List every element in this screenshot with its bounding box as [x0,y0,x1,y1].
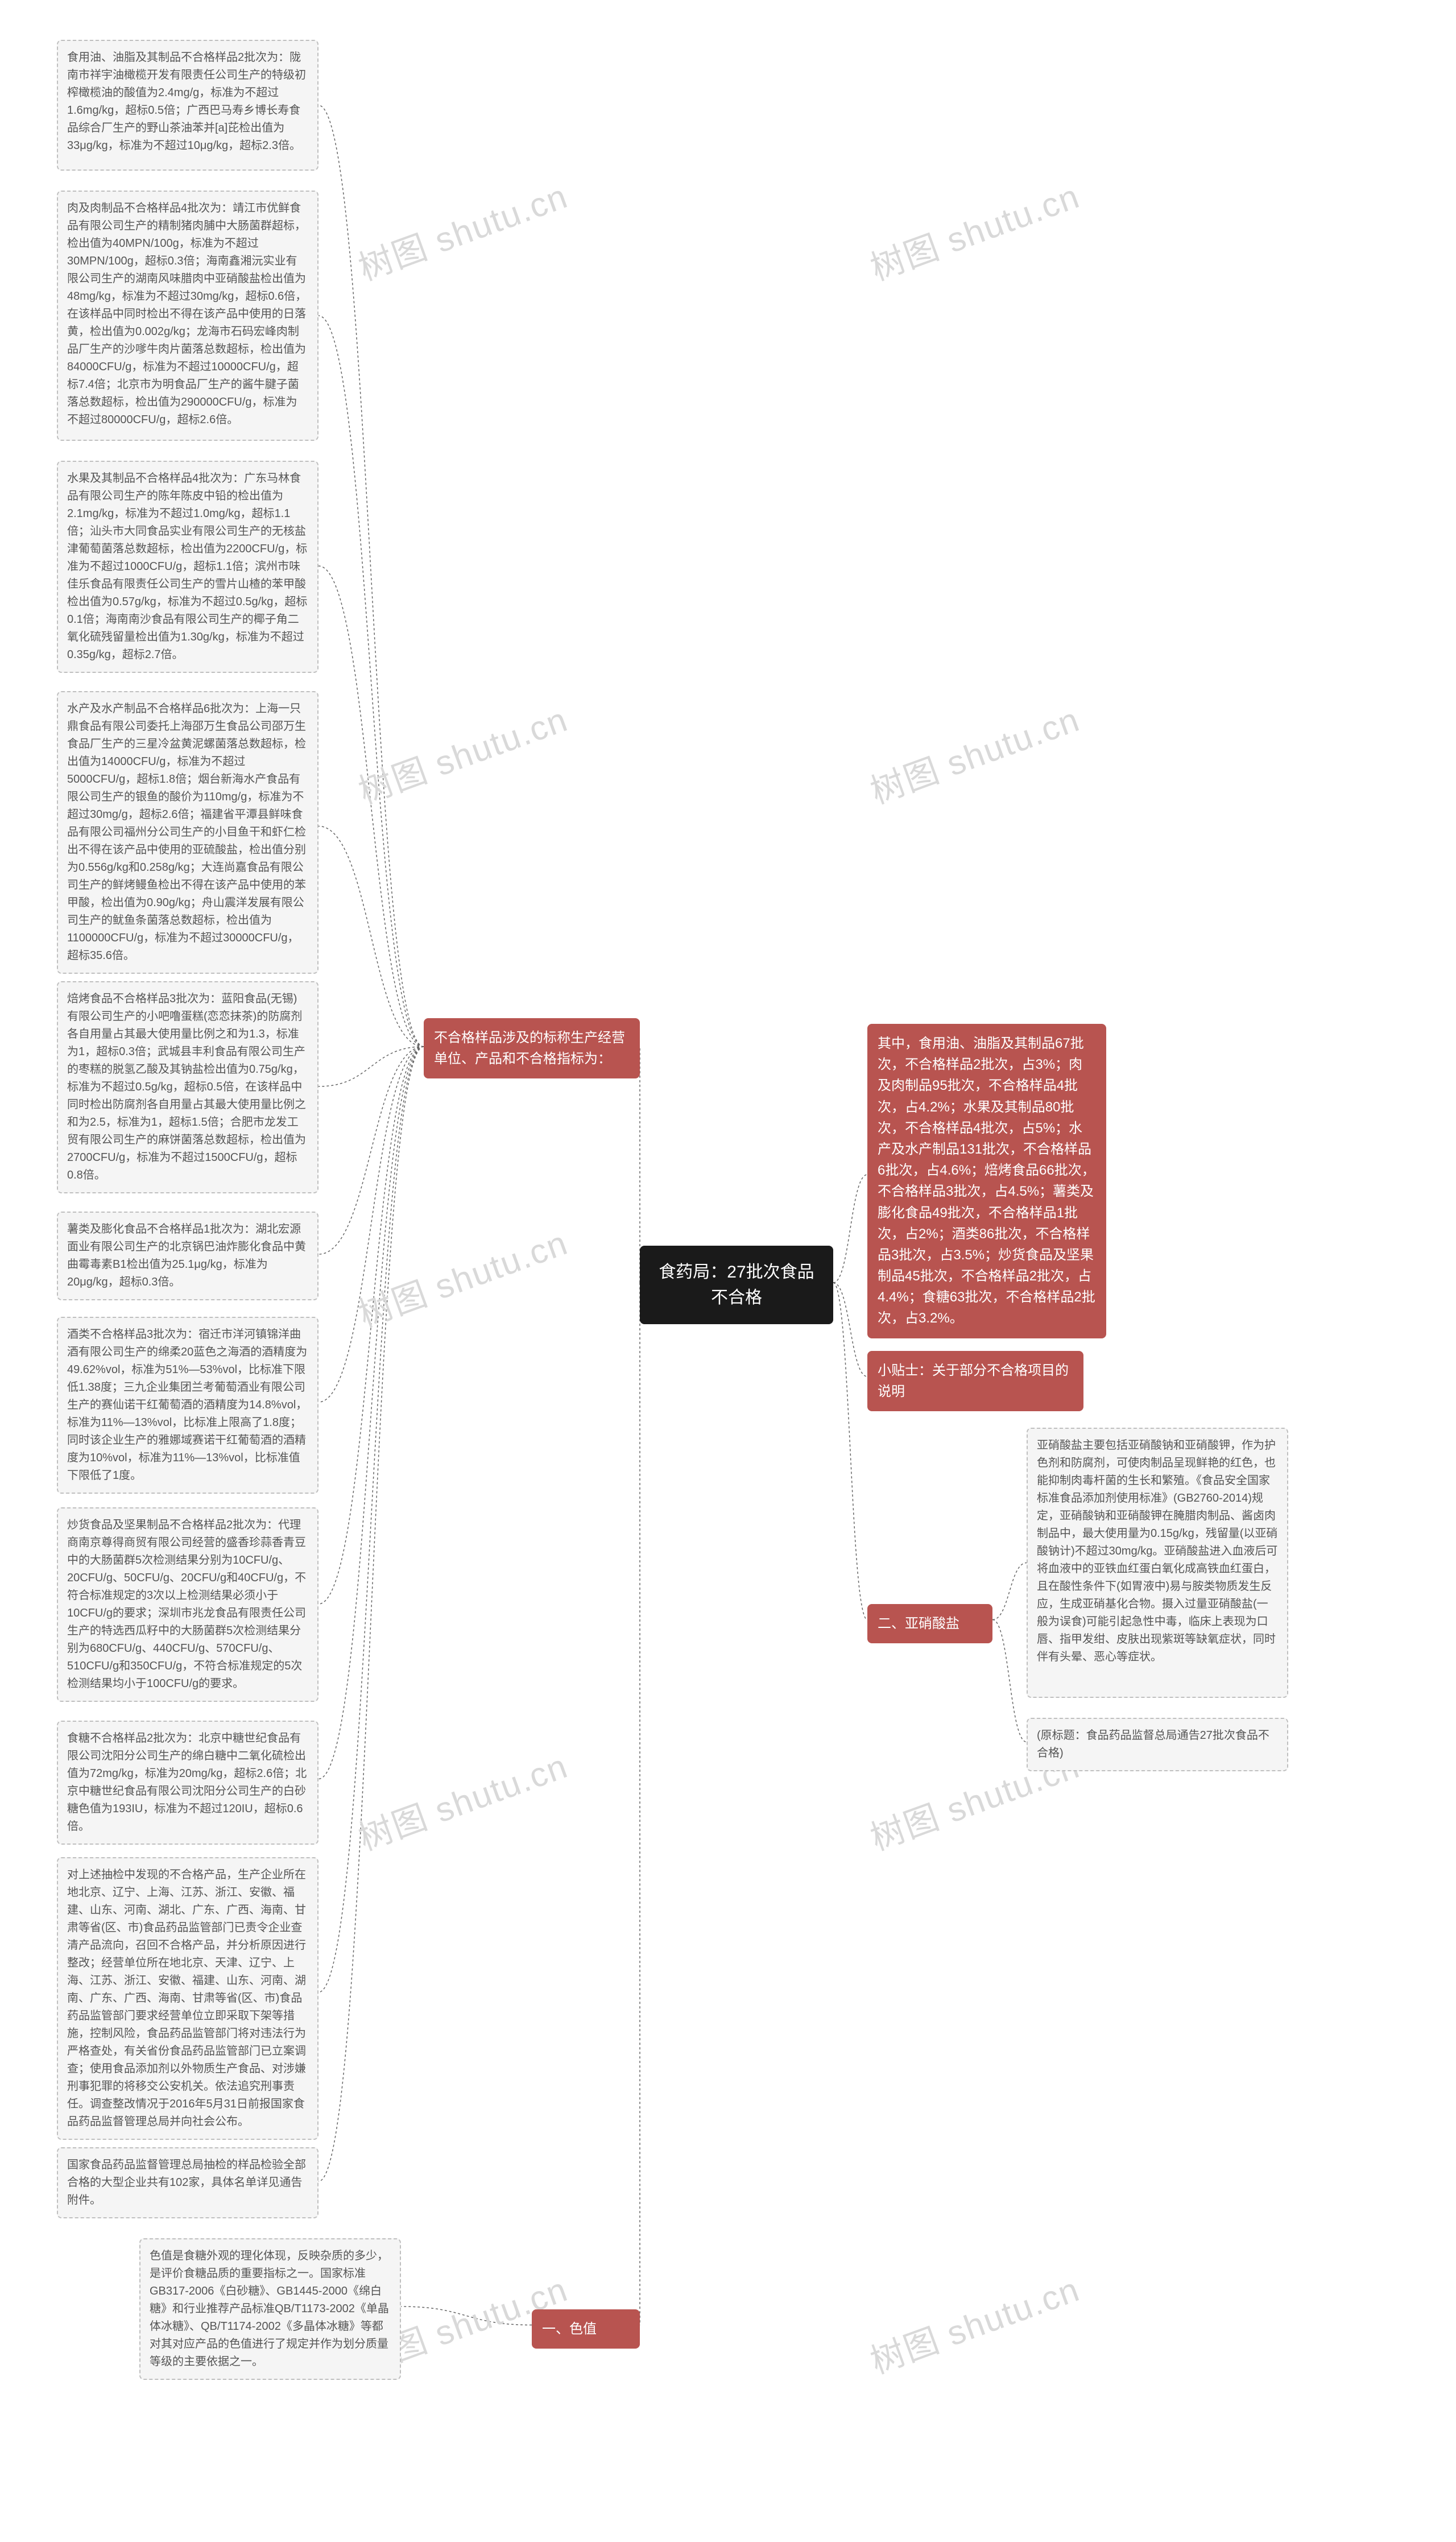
watermark: 树图 shutu.cn [351,1216,574,1337]
watermark: 树图 shutu.cn [351,692,574,814]
watermark: 树图 shutu.cn [351,1739,574,1861]
leaf-node[interactable]: 炒货食品及坚果制品不合格样品2批次为：代理商南京尊得商贸有限公司经营的盛香珍蒜香… [57,1507,318,1702]
watermark: 树图 shutu.cn [863,2262,1086,2384]
leaf-node[interactable]: 食用油、油脂及其制品不合格样品2批次为：陇南市祥宇油橄榄开发有限责任公司生产的特… [57,40,318,171]
leaf-node[interactable]: 酒类不合格样品3批次为：宿迁市洋河镇锦洋曲酒有限公司生产的绵柔20蓝色之海酒的酒… [57,1317,318,1494]
branch-node[interactable]: 小贴士：关于部分不合格项目的说明 [867,1351,1083,1411]
branch-node[interactable]: 其中，食用油、油脂及其制品67批次，不合格样品2批次，占3%；肉及肉制品95批次… [867,1024,1106,1338]
leaf-node[interactable]: 水果及其制品不合格样品4批次为：广东马林食品有限公司生产的陈年陈皮中铅的检出值为… [57,461,318,673]
leaf-node[interactable]: 焙烤食品不合格样品3批次为：蓝阳食品(无锡)有限公司生产的小吧噜蛋糕(恋恋抹茶)… [57,981,318,1193]
leaf-node[interactable]: 色值是食糖外观的理化体现，反映杂质的多少，是评价食糖品质的重要指标之一。国家标准… [139,2238,401,2380]
leaf-node[interactable]: 食糖不合格样品2批次为：北京中糖世纪食品有限公司沈阳分公司生产的绵白糖中二氧化硫… [57,1721,318,1845]
center-node[interactable]: 食药局：27批次食品不合格 [640,1246,833,1324]
leaf-node[interactable]: (原标题：食品药品监督总局通告27批次食品不合格) [1027,1718,1288,1771]
leaf-node[interactable]: 薯类及膨化食品不合格样品1批次为：湖北宏源面业有限公司生产的北京锅巴油炸膨化食品… [57,1212,318,1300]
leaf-node[interactable]: 对上述抽检中发现的不合格产品，生产企业所在地北京、辽宁、上海、江苏、浙江、安徽、… [57,1857,318,2140]
branch-node[interactable]: 一、色值 [532,2309,640,2349]
leaf-node[interactable]: 亚硝酸盐主要包括亚硝酸钠和亚硝酸钾，作为护色剂和防腐剂，可使肉制品呈现鲜艳的红色… [1027,1428,1288,1698]
watermark: 树图 shutu.cn [351,169,574,291]
mindmap-canvas: 树图 shutu.cn 树图 shutu.cn 树图 shutu.cn 树图 shut… [0,0,1456,2542]
leaf-node[interactable]: 肉及肉制品不合格样品4批次为：靖江市优鲜食品有限公司生产的精制猪肉脯中大肠菌群超… [57,191,318,441]
leaf-node[interactable]: 水产及水产制品不合格样品6批次为：上海一只鼎食品有限公司委托上海邵万生食品公司邵… [57,691,318,974]
watermark: 树图 shutu.cn [863,692,1086,814]
branch-node[interactable]: 二、亚硝酸盐 [867,1604,992,1643]
leaf-node[interactable]: 国家食品药品监督管理总局抽检的样品检验全部合格的大型企业共有102家，具体名单详… [57,2147,318,2218]
watermark: 树图 shutu.cn [863,169,1086,291]
branch-node[interactable]: 不合格样品涉及的标称生产经营单位、产品和不合格指标为： [424,1018,640,1078]
